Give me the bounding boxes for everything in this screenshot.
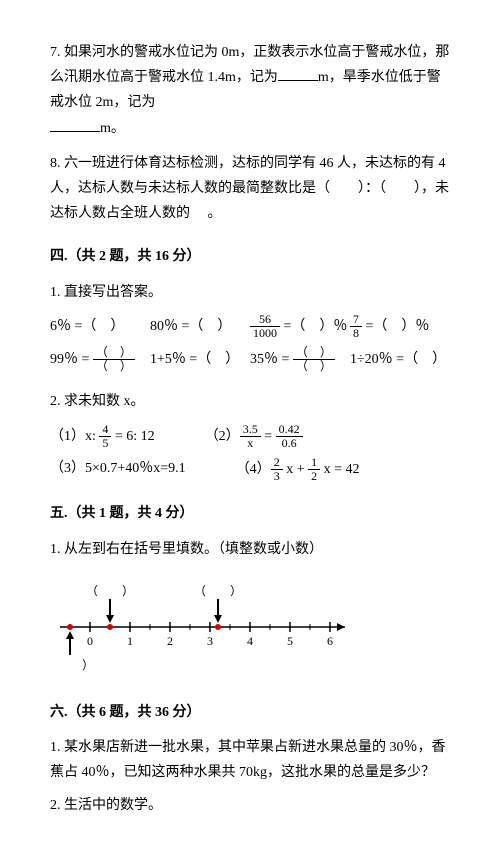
svg-text:0: 0 [87,634,93,648]
sec6-q1: 1. 某水果店新进一批水果，其中苹果占新进水果总量的 30％，香蕉占 40％，已… [50,735,450,785]
r1c2: 80％ =（ ） [150,314,250,339]
r1c3: 561000 =（ ）％ [250,313,350,340]
svg-text:5: 5 [287,634,293,648]
svg-text:（ ）: （ ） [194,584,242,598]
section-5-title: 五.（共 1 题，共 4 分） [50,501,450,526]
sec4-row2: 99％ = （ ）（ ） 1+5％ =（ ） 35％ = （ ）（ ） 1÷20… [50,346,450,373]
r2c1: 99％ = （ ）（ ） [50,346,150,373]
r2c3: 35％ = （ ）（ ） [250,346,350,373]
question-8: 8. 六一班进行体育达标检测，达标的同学有 46 人，未达标的有 4 人，达标人… [50,151,450,227]
section-4-title: 四.（共 2 题，共 16 分） [50,244,450,269]
number-line: 0123456（ ）（ ）（ ）（ ） [60,572,440,682]
sec4-q1: 1. 直接写出答案。 [50,280,450,305]
question-7: 7. 如果河水的警戒水位记为 0m，正数表示水位高于警戒水位，那么汛期水位高于警… [50,40,450,141]
r2c4: 1÷20％ =（ ） [350,347,450,372]
eq4: （4）23 x + 12 x = 42 [236,456,360,483]
eq-row-2: （3）5×0.7+40％x=9.1 （4）23 x + 12 x = 42 [50,456,450,483]
svg-text:1: 1 [127,634,133,648]
q7-blank-2 [50,117,100,132]
r1c1: 6％ =（ ） [50,314,150,339]
r2c2: 1+5％ =（ ） [150,347,250,372]
q8-text: 8. 六一班进行体育达标检测，达标的同学有 46 人，未达标的有 4 人，达标人… [50,156,449,221]
q7-blank-1 [278,66,318,81]
sec5-q1: 1. 从左到右在括号里填数。（填整数或小数） [50,537,450,562]
eq3: （3）5×0.7+40％x=9.1 [50,456,186,483]
svg-text:4: 4 [247,634,253,648]
eq2: （2）3.5x = 0.420.6 [205,423,303,450]
svg-text:2: 2 [167,634,173,648]
eq-row-1: （1）x: 45 = 6: 12 （2）3.5x = 0.420.6 [50,423,450,450]
sec6-q2: 2. 生活中的数学。 [50,793,450,818]
sec4-q2: 2. 求未知数 x。 [50,389,450,414]
section-6-title: 六.（共 6 题，共 36 分） [50,700,450,725]
svg-text:6: 6 [327,634,333,648]
q7-text-c: m。 [100,121,125,136]
svg-text:3: 3 [207,634,213,648]
eq1: （1）x: 45 = 6: 12 [50,423,155,450]
r1c4: 78 =（ ）％ [350,313,450,340]
svg-text:（ ）: （ ） [60,658,94,672]
svg-text:（ ）: （ ） [86,584,134,598]
sec4-row1: 6％ =（ ） 80％ =（ ） 561000 =（ ）％ 78 =（ ）％ [50,313,450,340]
